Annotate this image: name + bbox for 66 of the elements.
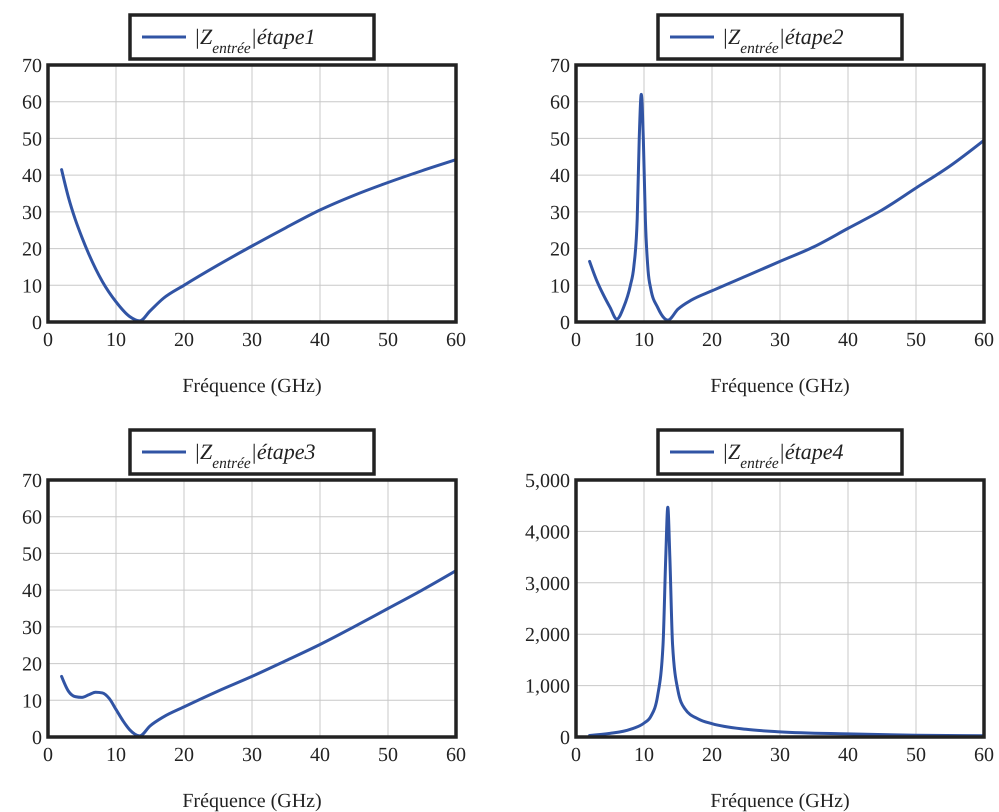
line-series xyxy=(588,506,986,738)
y-tick-label: 40 xyxy=(550,165,570,188)
legend-label: |Z$_{entrée}$|étape2 xyxy=(722,24,844,56)
y-tick-label: 10 xyxy=(22,690,42,712)
x-tick-label: 60 xyxy=(974,744,994,766)
y-tick-label: 0 xyxy=(560,312,570,334)
x-tick-label: 50 xyxy=(378,329,398,351)
legend-label: |Z$_{entrée}$|étape3 xyxy=(194,439,316,472)
y-tick-label: 20 xyxy=(22,238,42,261)
y-tick-label: 70 xyxy=(22,55,42,77)
x-tick-label: 10 xyxy=(106,329,126,351)
x-tick-label: 40 xyxy=(838,329,858,351)
x-tick-label: 60 xyxy=(446,744,466,766)
x-tick-label: 10 xyxy=(106,744,126,766)
y-tick-label: 30 xyxy=(22,202,42,224)
x-tick-label: 60 xyxy=(446,329,466,351)
y-tick-label: 70 xyxy=(22,470,42,492)
line-series xyxy=(588,92,986,322)
x-tick-label: 40 xyxy=(310,329,330,351)
legend-label: |Z$_{entrée}$|étape4 xyxy=(722,439,844,472)
line-series xyxy=(60,569,458,738)
x-tick-label: 20 xyxy=(174,744,194,766)
x-tick-label: 10 xyxy=(634,329,654,351)
y-tick-label: 20 xyxy=(550,238,570,261)
x-axis-title: Fréquence (GHz) xyxy=(182,375,322,397)
x-axis-title: Fréquence (GHz) xyxy=(710,375,850,397)
y-tick-label: 50 xyxy=(22,543,42,566)
y-tick-label: 40 xyxy=(22,580,42,602)
x-tick-label: 20 xyxy=(174,329,194,351)
y-tick-label: 0 xyxy=(32,312,42,334)
x-tick-label: 40 xyxy=(310,744,330,766)
x-tick-label: 40 xyxy=(838,744,858,766)
y-tick-label: 60 xyxy=(22,92,42,114)
y-tick-label: 0 xyxy=(560,727,570,749)
y-tick-label: 40 xyxy=(22,165,42,188)
y-tick-label: 50 xyxy=(22,128,42,150)
y-tick-label: 2,000 xyxy=(525,624,570,646)
x-tick-label: 20 xyxy=(702,329,722,351)
y-tick-label: 30 xyxy=(550,202,570,224)
x-tick-label: 30 xyxy=(242,329,262,351)
x-tick-label: 30 xyxy=(242,744,262,766)
legend-label: |Z$_{entrée}$|étape1 xyxy=(194,24,316,56)
y-tick-label: 50 xyxy=(550,128,570,150)
x-tick-label: 10 xyxy=(634,744,654,766)
y-tick-label: 0 xyxy=(32,727,42,749)
y-tick-label: 10 xyxy=(22,275,42,298)
x-tick-label: 60 xyxy=(974,329,994,351)
y-tick-label: 1,000 xyxy=(525,676,570,698)
x-tick-label: 50 xyxy=(906,744,926,766)
x-axis-title: Fréquence (GHz) xyxy=(710,790,850,812)
x-tick-label: 30 xyxy=(770,329,790,351)
x-tick-label: 50 xyxy=(906,329,926,351)
x-tick-label: 50 xyxy=(378,744,398,766)
y-tick-label: 30 xyxy=(22,616,42,639)
y-tick-label: 10 xyxy=(550,275,570,298)
y-tick-label: 5,000 xyxy=(525,470,570,492)
x-axis-title: Fréquence (GHz) xyxy=(182,790,322,812)
line-series xyxy=(60,158,458,322)
y-tick-label: 3,000 xyxy=(525,572,570,595)
y-tick-label: 70 xyxy=(550,55,570,77)
x-tick-label: 30 xyxy=(770,744,790,766)
y-tick-label: 20 xyxy=(22,654,42,676)
y-tick-label: 60 xyxy=(550,92,570,114)
x-tick-label: 20 xyxy=(702,744,722,766)
y-tick-label: 60 xyxy=(22,506,42,529)
y-tick-label: 4,000 xyxy=(525,521,570,544)
